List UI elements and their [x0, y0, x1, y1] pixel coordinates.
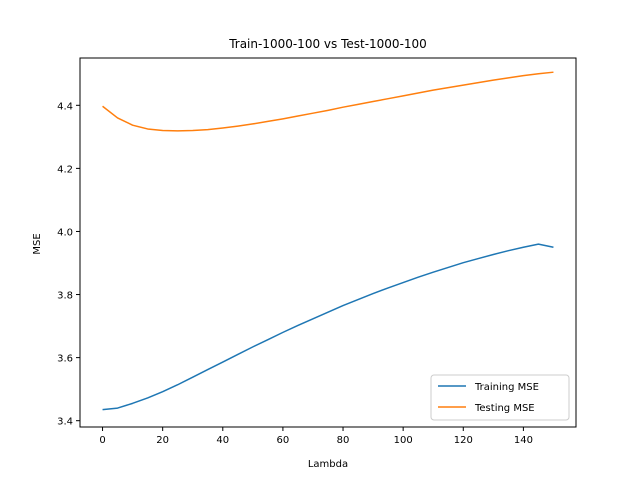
y-axis: 3.4 3.6 3.8 4.0 4.2 4.4 [57, 101, 80, 428]
series-line-1 [102, 71, 554, 132]
legend-label: Training MSE [474, 382, 539, 393]
y-tick-label: 3.4 [57, 417, 73, 428]
plot-area [79, 57, 577, 428]
y-tick-label: 3.6 [57, 354, 73, 365]
series-layer [102, 71, 554, 411]
x-tick-label: 60 [277, 435, 290, 446]
series-line-0 [102, 243, 554, 411]
x-tick-label: 40 [216, 435, 229, 446]
chart-title: Train-1000-100 vs Test-1000-100 [228, 37, 427, 51]
legend-label: Testing MSE [474, 403, 535, 414]
y-tick-label: 3.8 [57, 291, 73, 302]
legend: Training MSE Testing MSE [430, 374, 570, 421]
x-tick-label: 120 [454, 435, 473, 446]
y-tick-label: 4.2 [57, 164, 73, 175]
x-tick-label: 0 [99, 435, 105, 446]
y-axis-label: MSE [32, 233, 43, 254]
x-tick-label: 140 [514, 435, 533, 446]
x-tick-label: 100 [394, 435, 413, 446]
x-tick-label: 80 [337, 435, 350, 446]
y-tick-label: 4.0 [57, 227, 73, 238]
x-tick-label: 20 [156, 435, 169, 446]
y-tick-label: 4.4 [57, 101, 73, 112]
plot-frame [79, 57, 577, 428]
x-axis: 0 20 40 60 80 100 120 140 [99, 427, 533, 446]
x-axis-label: Lambda [308, 459, 348, 470]
